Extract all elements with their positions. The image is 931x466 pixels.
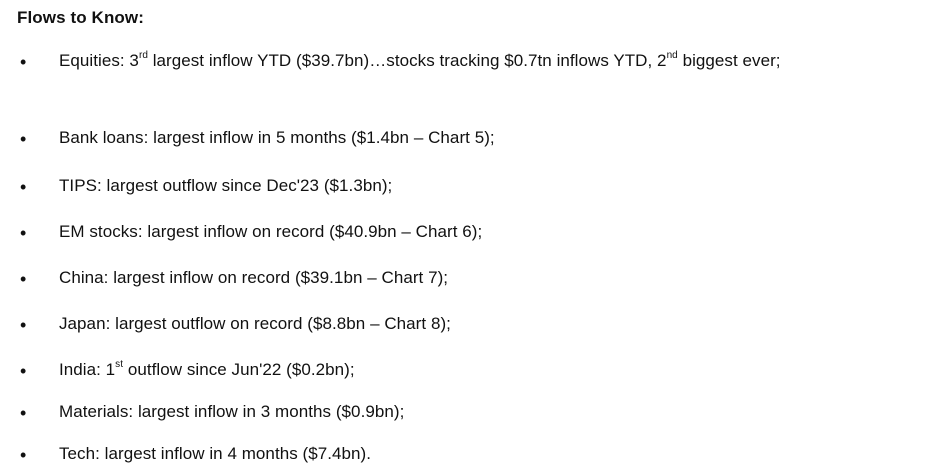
- item-text: Materials: largest inflow in 3 months ($…: [59, 402, 405, 421]
- item-text: China: largest inflow on record ($39.1bn…: [59, 268, 449, 287]
- bullet-icon: •: [20, 269, 27, 289]
- item-text: Equities: 3rd largest inflow YTD ($39.7b…: [59, 50, 781, 70]
- bullet-icon: •: [20, 445, 27, 465]
- item-text: Japan: largest outflow on record ($8.8bn…: [59, 314, 451, 333]
- item-text: EM stocks: largest inflow on record ($40…: [59, 222, 483, 241]
- bullet-icon: •: [20, 177, 27, 197]
- item-text: TIPS: largest outflow since Dec'23 ($1.3…: [59, 176, 393, 195]
- item-text: India: 1st outflow since Jun'22 ($0.2bn)…: [59, 359, 355, 379]
- section-heading: Flows to Know:: [17, 8, 144, 27]
- bullet-icon: •: [20, 361, 27, 381]
- item-text: Bank loans: largest inflow in 5 months (…: [59, 128, 495, 147]
- bullet-icon: •: [20, 129, 27, 149]
- bullet-icon: •: [20, 403, 27, 423]
- bullet-icon: •: [20, 223, 27, 243]
- item-text: Tech: largest inflow in 4 months ($7.4bn…: [59, 444, 372, 463]
- bullet-icon: •: [20, 52, 27, 72]
- bullet-icon: •: [20, 315, 27, 335]
